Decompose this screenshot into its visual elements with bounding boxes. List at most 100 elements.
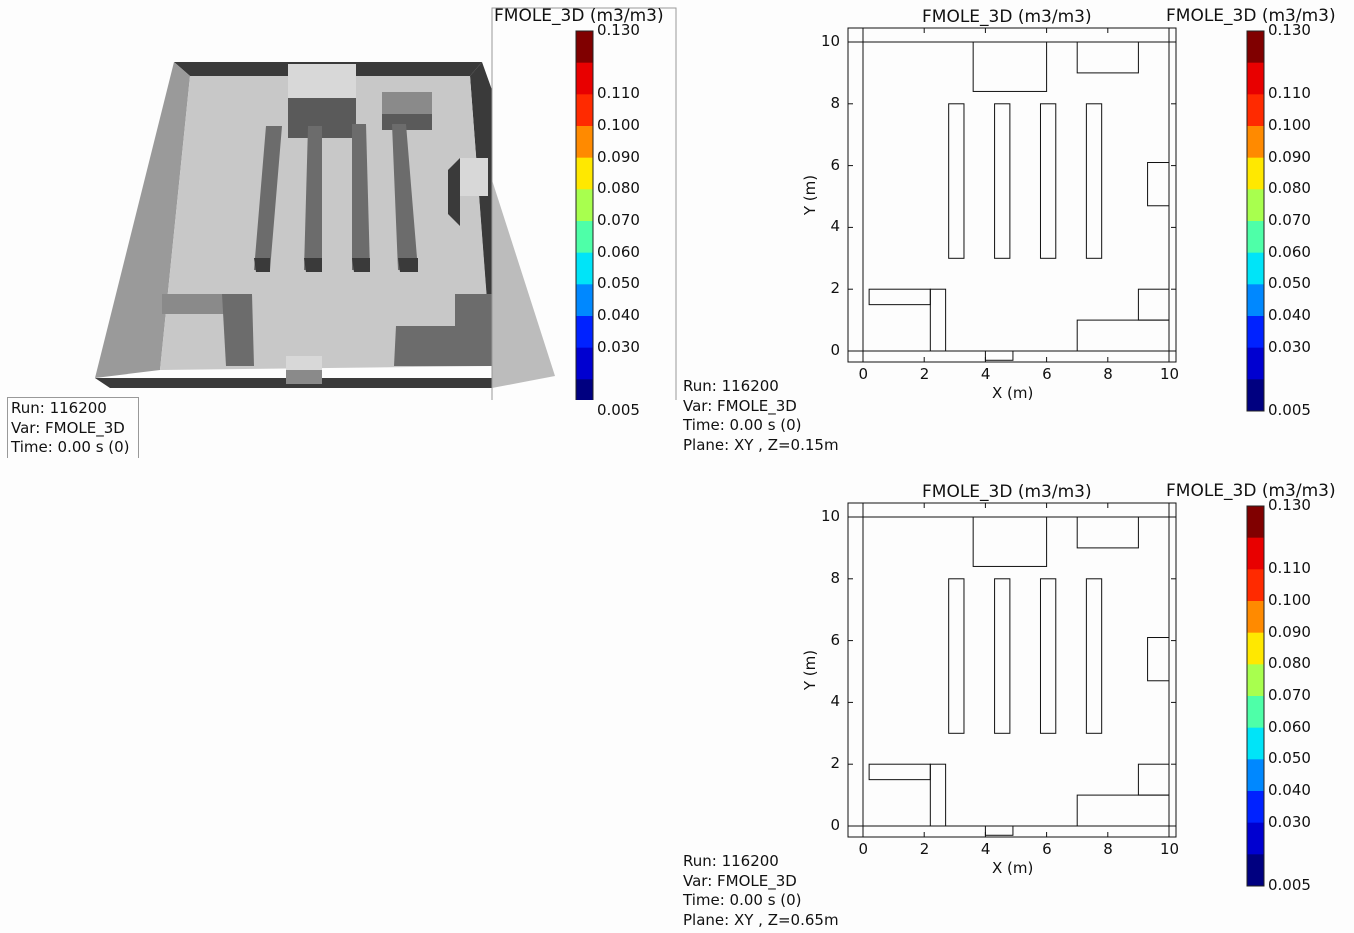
colorbar-tick-label: 0.110: [1268, 84, 1311, 103]
x-tick-label: 4: [980, 365, 991, 383]
info-var: Var: FMOLE_3D: [11, 418, 125, 437]
colorbar-tick-label: 0.130: [1268, 21, 1311, 39]
obstacle-outline: [1137, 288, 1170, 321]
colorbar-swatch: [576, 347, 593, 380]
y-tick-label: 2: [830, 754, 841, 773]
colorbar-tick-label: 0.100: [1268, 591, 1311, 609]
colorbar-tick-label: 0.110: [597, 84, 640, 103]
colorbar-tick-label: 0.130: [597, 21, 640, 39]
colorbar-swatch: [576, 126, 593, 159]
colorbar-swatch: [1247, 791, 1264, 824]
info-line: Plane: XY , Z=0.15m: [683, 435, 839, 454]
colorbar-swatch: [1247, 284, 1264, 317]
colorbar-swatches: [1246, 30, 1265, 412]
colorbar-swatch: [1247, 537, 1264, 570]
obstacle-left-counter: [162, 294, 254, 366]
colorbar-tick-label: 0.050: [1268, 274, 1311, 293]
colorbar-swatch: [1247, 696, 1264, 729]
colorbar-tick-label: 0.040: [1268, 306, 1311, 324]
colorbar-swatch: [1247, 347, 1264, 380]
info-line: Run: 116200: [683, 377, 779, 395]
y-tick-label: 0: [830, 341, 841, 359]
colorbar-title: FMOLE_3D (m3/m3): [1166, 481, 1336, 501]
colorbar-tick-label: 0.050: [1268, 749, 1311, 768]
colorbar-title: FMOLE_3D (m3/m3): [1166, 6, 1336, 26]
y-tick-label: 0: [830, 816, 841, 834]
colorbar-swatch: [1247, 664, 1264, 697]
colorbar-swatch: [1247, 252, 1264, 285]
colorbar-swatch: [576, 221, 593, 254]
colorbar-tick-label: 0.060: [597, 242, 640, 261]
colorbar-tick-label: 0.090: [1268, 622, 1311, 641]
info-line: Plane: XY , Z=0.65m: [683, 910, 839, 929]
colorbar-tick-label: 0.070: [1268, 686, 1311, 704]
colorbar-swatch: [1247, 379, 1264, 412]
info-box-3d: Run: 116200 Var: FMOLE_3D Time: 0.00 s (…: [7, 397, 139, 458]
colorbar-swatch: [1247, 632, 1264, 665]
x-tick-label: 8: [1103, 840, 1113, 858]
obstacle-outline: [972, 516, 1048, 567]
obstacle-right-wall-block: [448, 158, 488, 226]
colorbar-swatch: [576, 379, 593, 400]
colorbar-tick-label: 0.030: [597, 337, 640, 356]
colorbar-swatches: [1246, 505, 1265, 887]
colorbar-tick-label: 0.060: [1268, 717, 1311, 736]
info-line: Var: FMOLE_3D: [683, 396, 797, 415]
obstacle-outline: [1076, 794, 1170, 827]
obstacle-outline: [1039, 578, 1057, 734]
obstacle-door-block: [286, 356, 322, 384]
info-block: Run: 116200 Var: FMOLE_3D Time: 0.00 s (0)…: [683, 852, 839, 930]
colorbar-swatch: [576, 94, 593, 127]
obstacle-outline: [1076, 516, 1139, 549]
y-tick-label: 4: [830, 692, 841, 711]
colorbar-tick-label: 0.090: [1268, 147, 1311, 166]
colorbar-tick-label: 0.070: [597, 211, 640, 229]
colorbar-swatch: [1247, 62, 1264, 95]
shelf-1: [254, 126, 282, 272]
x-tick-label: 0: [858, 365, 869, 383]
colorbar-tick-label: 0.080: [1268, 179, 1311, 198]
colorbar-border: [1246, 30, 1265, 412]
colorbar-swatch: [1247, 854, 1264, 887]
obstacle-outline: [948, 578, 965, 734]
colorbar-swatch: [576, 157, 593, 190]
obstacle-outline: [972, 41, 1048, 92]
colorbar-swatch: [576, 62, 593, 95]
colorbar-swatch: [576, 31, 593, 64]
shelf-3: [352, 124, 370, 272]
colorbar-swatch: [576, 189, 593, 222]
obstacle-bottom-right-counter: [394, 294, 492, 366]
x-tick-label: 0: [858, 840, 869, 858]
y-tick-label: 2: [830, 279, 841, 298]
colorbar-tick-label: 0.005: [597, 401, 640, 419]
plot-frame: [847, 27, 1177, 363]
x-axis-label: X (m): [992, 384, 1034, 402]
colorbar-tick-label: 0.080: [1268, 654, 1311, 673]
x-axis-label: X (m): [992, 859, 1034, 877]
colorbar-swatch: [1247, 569, 1264, 602]
obstacle-outline: [984, 350, 1014, 361]
x-tick-label: 6: [1042, 365, 1052, 383]
colorbar-tick-label: 0.050: [597, 274, 640, 293]
colorbar-swatch: [1247, 601, 1264, 634]
x-tick-label: 4: [980, 840, 991, 858]
colorbar-swatch: [1247, 94, 1264, 127]
colorbar-swatch: [1247, 316, 1264, 349]
shelf-2: [304, 126, 322, 272]
colorbar-swatch: [1247, 31, 1264, 64]
obstacle-outline: [1147, 162, 1170, 207]
x-tick-label: 10: [1160, 840, 1180, 858]
shelf-4: [392, 124, 418, 272]
obstacle-outline: [1076, 41, 1139, 74]
y-tick-label: 10: [821, 507, 841, 525]
colorbar-tick-label: 0.110: [1268, 559, 1311, 578]
obstacle-outline: [929, 763, 947, 827]
colorbar-swatch: [1247, 506, 1264, 539]
colorbar-tick-label: 0.080: [597, 179, 640, 198]
info-time: Time: 0.00 s (0): [11, 438, 130, 456]
y-tick-label: 6: [830, 630, 841, 649]
info-line: Time: 0.00 s (0): [683, 416, 802, 434]
colorbar-border: [1246, 505, 1265, 887]
